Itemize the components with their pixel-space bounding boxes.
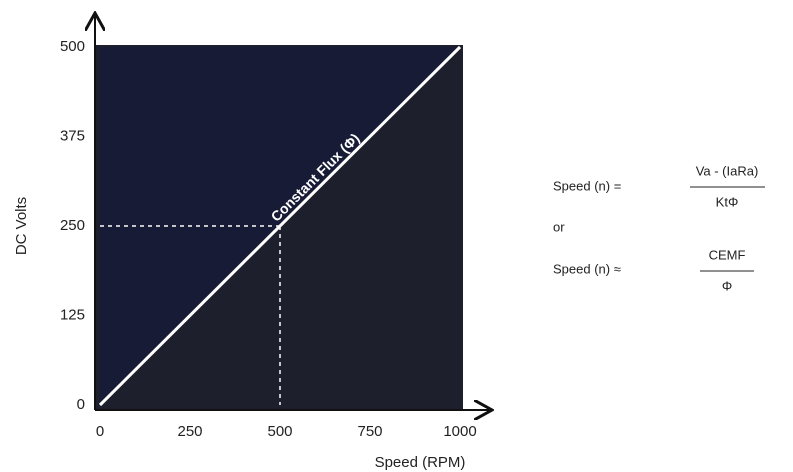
equation-denominator: Φ [722,278,732,293]
equation-denominator: KtΦ [716,194,739,209]
y-axis-title: DC Volts [13,197,30,255]
x-tick-label: 250 [177,423,202,440]
y-tick-label: 500 [60,38,85,55]
x-axis-title: Speed (RPM) [375,454,466,471]
equation-numerator: Va - (IaRa) [696,163,759,178]
equation-joiner: or [553,219,565,234]
y-tick-label: 250 [60,217,85,234]
x-tick-label: 750 [357,423,382,440]
equation-numerator: CEMF [709,247,746,262]
x-tick-label: 500 [267,423,292,440]
y-tick-label: 375 [60,127,85,144]
x-tick-label: 0 [96,423,104,440]
y-tick-label: 0 [77,396,85,413]
equation-lhs: Speed (n) = [553,178,621,193]
y-tick-label: 125 [60,306,85,323]
equation-lhs: Speed (n) ≈ [553,261,621,276]
x-tick-label: 1000 [443,423,476,440]
chart: DC Volts Speed (RPM) Speed (n) = Va - (I… [0,0,793,472]
